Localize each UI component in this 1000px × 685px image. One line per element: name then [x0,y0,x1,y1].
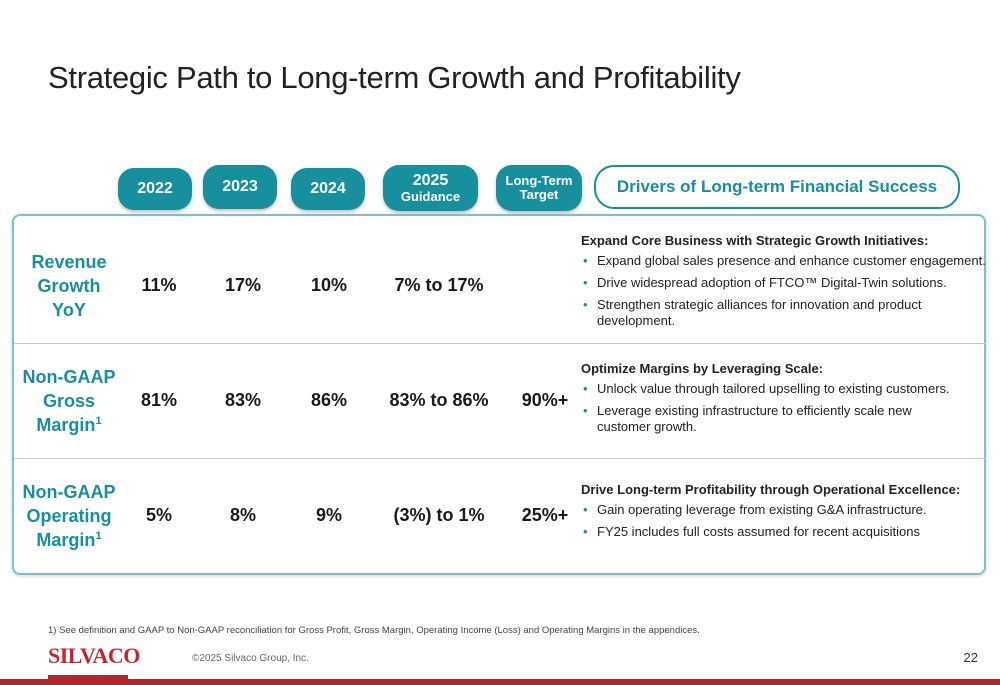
value-cell: 90%+ [521,390,569,410]
silvaco-logo: SILVACO [48,643,140,668]
row-label-line: Margin [36,415,96,435]
driver-heading: Optimize Margins by Leveraging Scale: [581,361,824,376]
driver-heading: Expand Core Business with Strategic Grow… [581,233,929,248]
row-label-line: Revenue [31,252,107,272]
driver-block-profitability: Drive Long-term Profitability through Op… [581,482,991,546]
driver-bullet: Expand global sales presence and enhance… [581,253,991,269]
drivers-header-label: Drivers of Long-term Financial Success [616,177,938,196]
column-header-label: Target [519,187,559,202]
column-header-label: Long-Term [505,173,573,188]
driver-bullet: Unlock value through tailored upselling … [581,381,991,397]
value-cell: 17% [224,275,262,295]
row-label-operating-margin: Non-GAAP Operating Margin1 [14,480,124,552]
value-cell: 7% to 17% [394,275,484,295]
row-label-line: Growth [37,276,101,296]
value-cell: 5% [145,505,172,525]
column-header-sublabel: Guidance [400,189,461,204]
column-header-long-term-target: Long-Term Target [496,165,582,211]
row-label-line: YoY [52,300,86,320]
value-cell: 11% [141,275,177,295]
driver-block-margins: Optimize Margins by Leveraging Scale: Un… [581,361,991,441]
driver-bullet-list: Gain operating leverage from existing G&… [581,502,991,540]
driver-bullet: Leverage existing infrastructure to effi… [581,403,947,435]
value-cell: 83% to 86% [389,390,489,410]
value-cell: 25%+ [521,505,569,525]
page-number: 22 [963,650,978,665]
column-header-2023: 2023 [203,165,277,209]
driver-bullet: Strengthen strategic alliances for innov… [581,297,991,329]
value-cell: 81% [140,390,178,410]
driver-bullet: FY25 includes full costs assumed for rec… [581,524,991,540]
column-header-2024: 2024 [291,168,365,210]
driver-bullet: Gain operating leverage from existing G&… [581,502,991,518]
driver-bullet-list: Expand global sales presence and enhance… [581,253,991,329]
value-cell: (3%) to 1% [393,505,485,525]
driver-bullet: Drive widespread adoption of FTCO™ Digit… [581,275,991,291]
value-cell: 9% [315,505,342,525]
row-label-line: Gross [42,391,96,411]
row-divider [14,458,986,459]
footnote-marker: 1 [95,415,102,427]
footer-bar [0,679,1000,685]
value-cell: 8% [229,505,256,525]
column-header-label: 2025 [412,172,449,189]
drivers-header: Drivers of Long-term Financial Success [594,165,960,209]
value-cell: 86% [310,390,348,410]
driver-block-growth: Expand Core Business with Strategic Grow… [581,233,991,335]
value-cell: 10% [310,275,348,295]
row-label-revenue-growth: Revenue Growth YoY [14,250,124,322]
page-title: Strategic Path to Long-term Growth and P… [48,60,741,95]
column-header-label: 2023 [222,178,258,195]
column-header-label: 2022 [137,180,173,197]
row-divider [14,343,986,344]
column-header-label: 2024 [310,180,346,197]
logo-underline-bar [48,675,128,679]
row-label-line: Non-GAAP [22,482,116,502]
driver-bullet-list: Unlock value through tailored upselling … [581,381,991,435]
row-label-line: Non-GAAP [22,367,116,387]
value-cell: 83% [224,390,262,410]
row-label-gross-margin: Non-GAAP Gross Margin1 [14,365,124,437]
footnote-marker: 1 [95,530,102,542]
column-header-2022: 2022 [118,168,192,210]
row-label-line: Operating [26,506,112,526]
row-label-line: Margin [36,530,96,550]
column-header-2025-guidance: 2025 Guidance [383,165,478,211]
driver-heading: Drive Long-term Profitability through Op… [581,482,961,497]
footnote: 1) See definition and GAAP to Non-GAAP r… [48,625,700,636]
copyright: ©2025 Silvaco Group, Inc. [192,653,309,664]
